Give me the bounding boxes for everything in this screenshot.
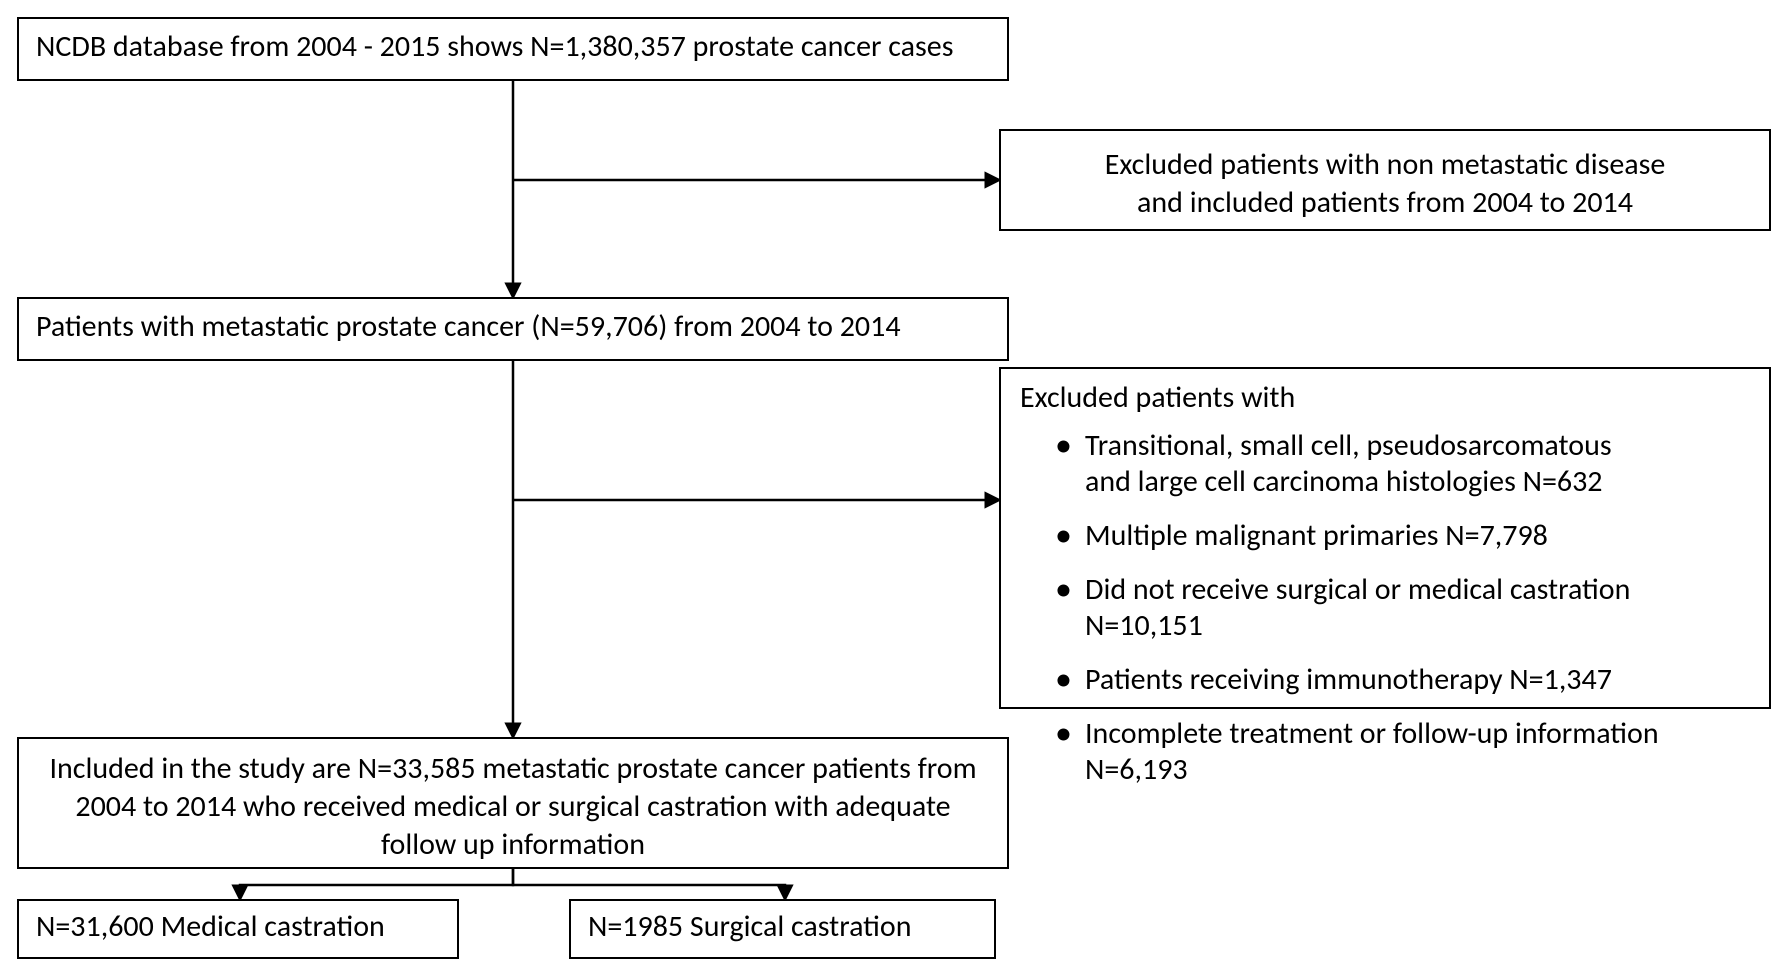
bullet-line: Did not receive surgical or medical cast…: [1085, 571, 1630, 608]
node-b1-line0: NCDB database from 2004 - 2015 shows N=1…: [36, 28, 953, 65]
bullet-line: N=10,151: [1085, 607, 1203, 644]
node-b2-line0: Excluded patients with non metastatic di…: [1105, 146, 1666, 183]
bullet-line: N=6,193: [1085, 751, 1188, 788]
bullet-line: and large cell carcinoma histologies N=6…: [1085, 463, 1603, 500]
node-b2: Excluded patients with non metastatic di…: [1000, 130, 1770, 230]
node-b5-line1: 2004 to 2014 who received medical or sur…: [75, 788, 950, 825]
bullet-dot: •: [1055, 425, 1072, 466]
bullet-dot: •: [1055, 713, 1072, 754]
node-b5: Included in the study are N=33,585 metas…: [18, 738, 1008, 868]
bullet-line: Patients receiving immunotherapy N=1,347: [1085, 661, 1612, 698]
arrow-b5-to-b7: [513, 868, 785, 900]
bullet-line: Incomplete treatment or follow-up inform…: [1085, 715, 1659, 752]
node-b3-line0: Patients with metastatic prostate cancer…: [36, 308, 901, 345]
node-b4: Excluded patients with • Transitional, sma…: [1000, 368, 1770, 788]
node-b7: N=1985 Surgical castration: [570, 900, 995, 958]
bullet-line: Multiple malignant primaries N=7,798: [1085, 517, 1548, 554]
flowchart: NCDB database from 2004 - 2015 shows N=1…: [0, 0, 1791, 968]
bullet-dot: •: [1055, 569, 1072, 610]
bullet-dot: •: [1055, 515, 1072, 556]
arrow-b5-to-b6: [240, 868, 513, 900]
node-b1: NCDB database from 2004 - 2015 shows N=1…: [18, 18, 1008, 80]
node-b5-line2: follow up information: [381, 826, 645, 863]
node-b2-line1: and included patients from 2004 to 2014: [1137, 184, 1633, 221]
node-b6-line0: N=31,600 Medical castration: [36, 908, 385, 945]
node-b4-header: Excluded patients with: [1020, 379, 1295, 416]
node-b6: N=31,600 Medical castration: [18, 900, 458, 958]
node-b5-line0: Included in the study are N=33,585 metas…: [49, 750, 976, 787]
bullet-line: Transitional, small cell, pseudosarcomat…: [1085, 427, 1612, 464]
node-b7-line0: N=1985 Surgical castration: [588, 908, 911, 945]
node-b3: Patients with metastatic prostate cancer…: [18, 298, 1008, 360]
bullet-dot: •: [1055, 659, 1072, 700]
